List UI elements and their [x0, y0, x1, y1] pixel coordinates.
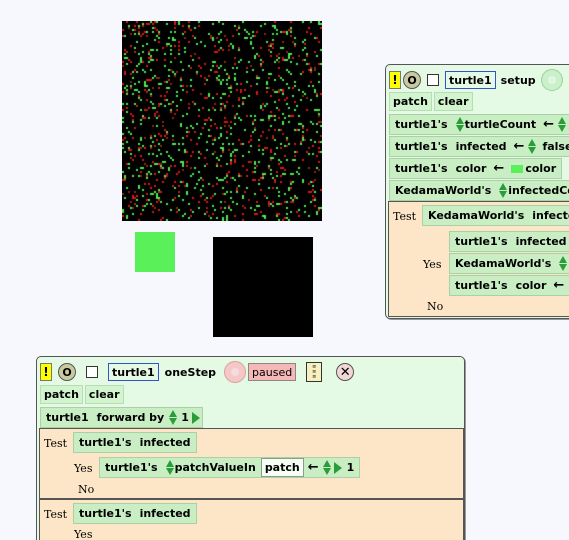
patch-argument[interactable]: patch: [260, 458, 304, 477]
yes-statement[interactable]: KedamaWorld's inf: [449, 253, 569, 274]
owner-name[interactable]: turtle1: [108, 363, 159, 381]
script-menu-icon[interactable]: ≡ ≡ ≡: [306, 362, 323, 382]
cycle-button[interactable]: O: [58, 363, 76, 381]
patch-tile[interactable]: patch: [40, 385, 83, 404]
yes-statement[interactable]: turtle1's color ← c: [449, 275, 569, 296]
up-down-arrows-icon[interactable]: [322, 459, 332, 476]
assign-arrow-icon[interactable]: ←: [493, 161, 505, 176]
onestep-script-panel[interactable]: ! O turtle1 oneStep paused ≡ ≡ ≡ ✕ patch c…: [36, 356, 465, 540]
assign-slot[interactable]: infected: [455, 140, 507, 153]
command-object[interactable]: turtle1: [46, 411, 89, 424]
color-value[interactable]: color: [508, 159, 559, 178]
test-label: Test: [393, 210, 417, 223]
patch-view-swatch: [213, 237, 313, 337]
command-name[interactable]: forward by: [96, 411, 165, 424]
color-assignment[interactable]: turtle1's color ← color: [389, 158, 563, 179]
world-count-assignment[interactable]: KedamaWorld's infectedCount: [389, 180, 569, 201]
test-condition[interactable]: turtle1's infected: [73, 432, 197, 453]
tick-checkbox[interactable]: [86, 366, 98, 378]
assign-slot[interactable]: infectedCount: [496, 181, 569, 200]
status-badge[interactable]: paused: [248, 363, 297, 381]
condition-object[interactable]: turtle1's: [79, 436, 132, 449]
test-condition[interactable]: turtle1's infected: [73, 503, 197, 524]
condition-object[interactable]: turtle1's: [79, 507, 132, 520]
fire-button[interactable]: !: [389, 71, 401, 89]
command-value[interactable]: 1: [181, 411, 189, 424]
world-pixels: [122, 21, 322, 221]
onestep-header: ! O turtle1 oneStep paused ≡ ≡ ≡ ✕: [40, 361, 355, 383]
right-arrow-icon[interactable]: [191, 411, 200, 424]
condition-object[interactable]: KedamaWorld's: [428, 209, 525, 222]
assign-arrow-icon[interactable]: ←: [543, 117, 555, 132]
assign-slot[interactable]: infected: [515, 235, 567, 248]
assign-value[interactable]: false: [542, 140, 569, 153]
clear-tile[interactable]: clear: [433, 92, 473, 111]
fire-button[interactable]: !: [40, 363, 52, 381]
up-down-arrows-icon[interactable]: [165, 459, 175, 476]
assign-object[interactable]: KedamaWorld's: [395, 184, 492, 197]
script-name[interactable]: setup: [500, 73, 536, 87]
assign-arrow-icon[interactable]: ←: [553, 278, 565, 293]
assign-object[interactable]: turtle1's: [455, 235, 508, 248]
test-label: Test: [44, 437, 68, 450]
infected-assignment[interactable]: turtle1's infected ← false: [389, 136, 569, 157]
assign-arrow-icon[interactable]: ←: [513, 139, 525, 154]
kedama-world-canvas[interactable]: [122, 21, 322, 221]
patch-tile[interactable]: patch: [389, 92, 432, 111]
assign-slot[interactable]: color: [515, 279, 547, 292]
up-down-arrows-icon[interactable]: [558, 116, 567, 133]
assign-slot[interactable]: turtleCount: [453, 115, 540, 134]
tick-checkbox[interactable]: [427, 74, 439, 86]
assign-object[interactable]: turtle1's: [455, 279, 508, 292]
assign-object[interactable]: turtle1's: [395, 162, 448, 175]
assign-slot[interactable]: patchValueIn: [163, 458, 259, 477]
test-block[interactable]: Test turtle1's infected Yes: [39, 499, 464, 540]
setup-header: ! O turtle1 setup: [389, 69, 563, 91]
no-label: No: [78, 483, 95, 496]
setup-script-panel[interactable]: ! O turtle1 setup patch clear turtle1's …: [385, 64, 569, 319]
ticking-indicator-icon[interactable]: [540, 69, 563, 91]
no-label: No: [427, 300, 444, 313]
assign-object[interactable]: turtle1's: [395, 140, 448, 153]
assign-object[interactable]: KedamaWorld's: [455, 257, 552, 270]
turtle-color-swatch: [135, 232, 175, 272]
forward-command[interactable]: turtle1 forward by 1: [40, 407, 203, 428]
assign-slot[interactable]: inf: [556, 254, 569, 273]
ticking-indicator-icon[interactable]: [224, 361, 247, 383]
up-down-arrows-icon[interactable]: [455, 116, 465, 133]
assign-object[interactable]: turtle1's: [105, 461, 158, 474]
cycle-button[interactable]: O: [403, 71, 421, 89]
color-chip-icon[interactable]: [511, 164, 524, 173]
up-down-arrows-icon[interactable]: [528, 138, 537, 155]
test-block[interactable]: Test KedamaWorld's infectedC Yes turtle1…: [388, 201, 569, 317]
script-name[interactable]: oneStep: [164, 365, 217, 379]
assign-value[interactable]: 1: [346, 461, 355, 474]
condition-slot[interactable]: infectedC: [532, 209, 569, 222]
up-down-arrows-icon[interactable]: [499, 182, 508, 199]
test-label: Test: [44, 508, 68, 521]
yes-label: Yes: [423, 258, 442, 271]
assign-arrow-icon[interactable]: ←: [307, 460, 319, 475]
yes-label: Yes: [74, 462, 93, 475]
owner-name[interactable]: turtle1: [445, 71, 496, 89]
clear-tile[interactable]: clear: [84, 385, 124, 404]
test-condition[interactable]: KedamaWorld's infectedC: [422, 205, 569, 226]
assign-slot[interactable]: color: [455, 162, 487, 175]
right-arrow-icon[interactable]: [333, 461, 342, 474]
assign-object[interactable]: turtle1's: [395, 118, 448, 131]
condition-slot[interactable]: infected: [139, 436, 191, 449]
test-block[interactable]: Test turtle1's infected Yes turtle1's pa…: [39, 428, 464, 499]
up-down-arrows-icon[interactable]: [169, 409, 178, 426]
close-icon[interactable]: ✕: [336, 363, 355, 381]
yes-statement[interactable]: turtle1's infected ←: [449, 231, 569, 252]
yes-statement[interactable]: turtle1's patchValueIn patch ← 1: [99, 457, 361, 478]
yes-label: Yes: [74, 528, 93, 540]
turtle-count-assignment[interactable]: turtle1's turtleCount ← 1: [389, 114, 569, 135]
up-down-arrows-icon[interactable]: [559, 255, 568, 272]
condition-slot[interactable]: infected: [139, 507, 191, 520]
